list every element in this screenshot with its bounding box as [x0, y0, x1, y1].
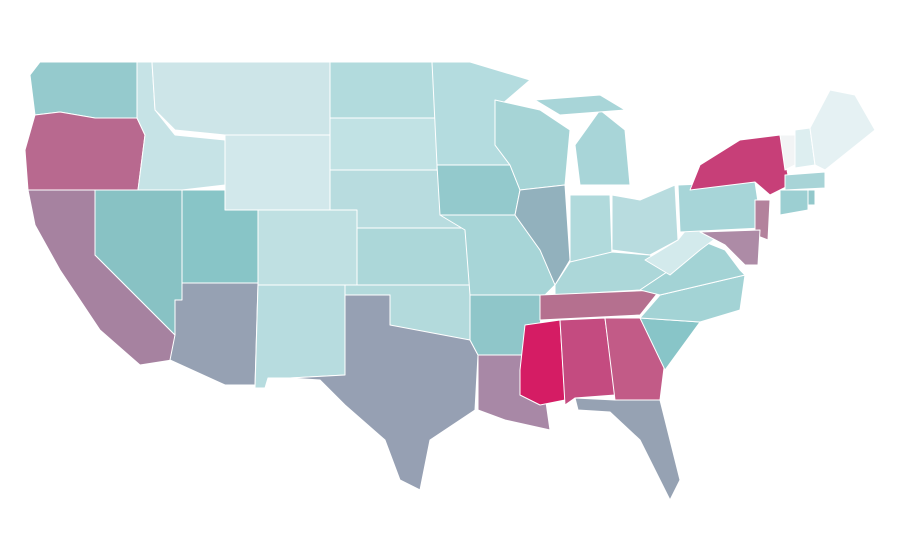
state [257, 209, 358, 286]
state [559, 317, 616, 406]
state [807, 189, 816, 206]
state [784, 171, 826, 191]
state [539, 289, 661, 321]
state [254, 284, 346, 389]
state [699, 229, 761, 266]
state [24, 111, 146, 191]
state [574, 397, 681, 501]
state [611, 184, 679, 256]
state [574, 109, 631, 186]
state [289, 294, 479, 491]
state [779, 189, 809, 216]
state [224, 134, 331, 211]
state [151, 61, 331, 136]
state [29, 61, 138, 119]
state [639, 274, 746, 323]
state [356, 227, 471, 286]
states [24, 61, 876, 501]
state [534, 94, 626, 116]
state [519, 319, 566, 406]
state [436, 164, 521, 216]
state [169, 282, 259, 386]
state [329, 117, 438, 171]
state [329, 61, 438, 119]
state [809, 89, 876, 171]
